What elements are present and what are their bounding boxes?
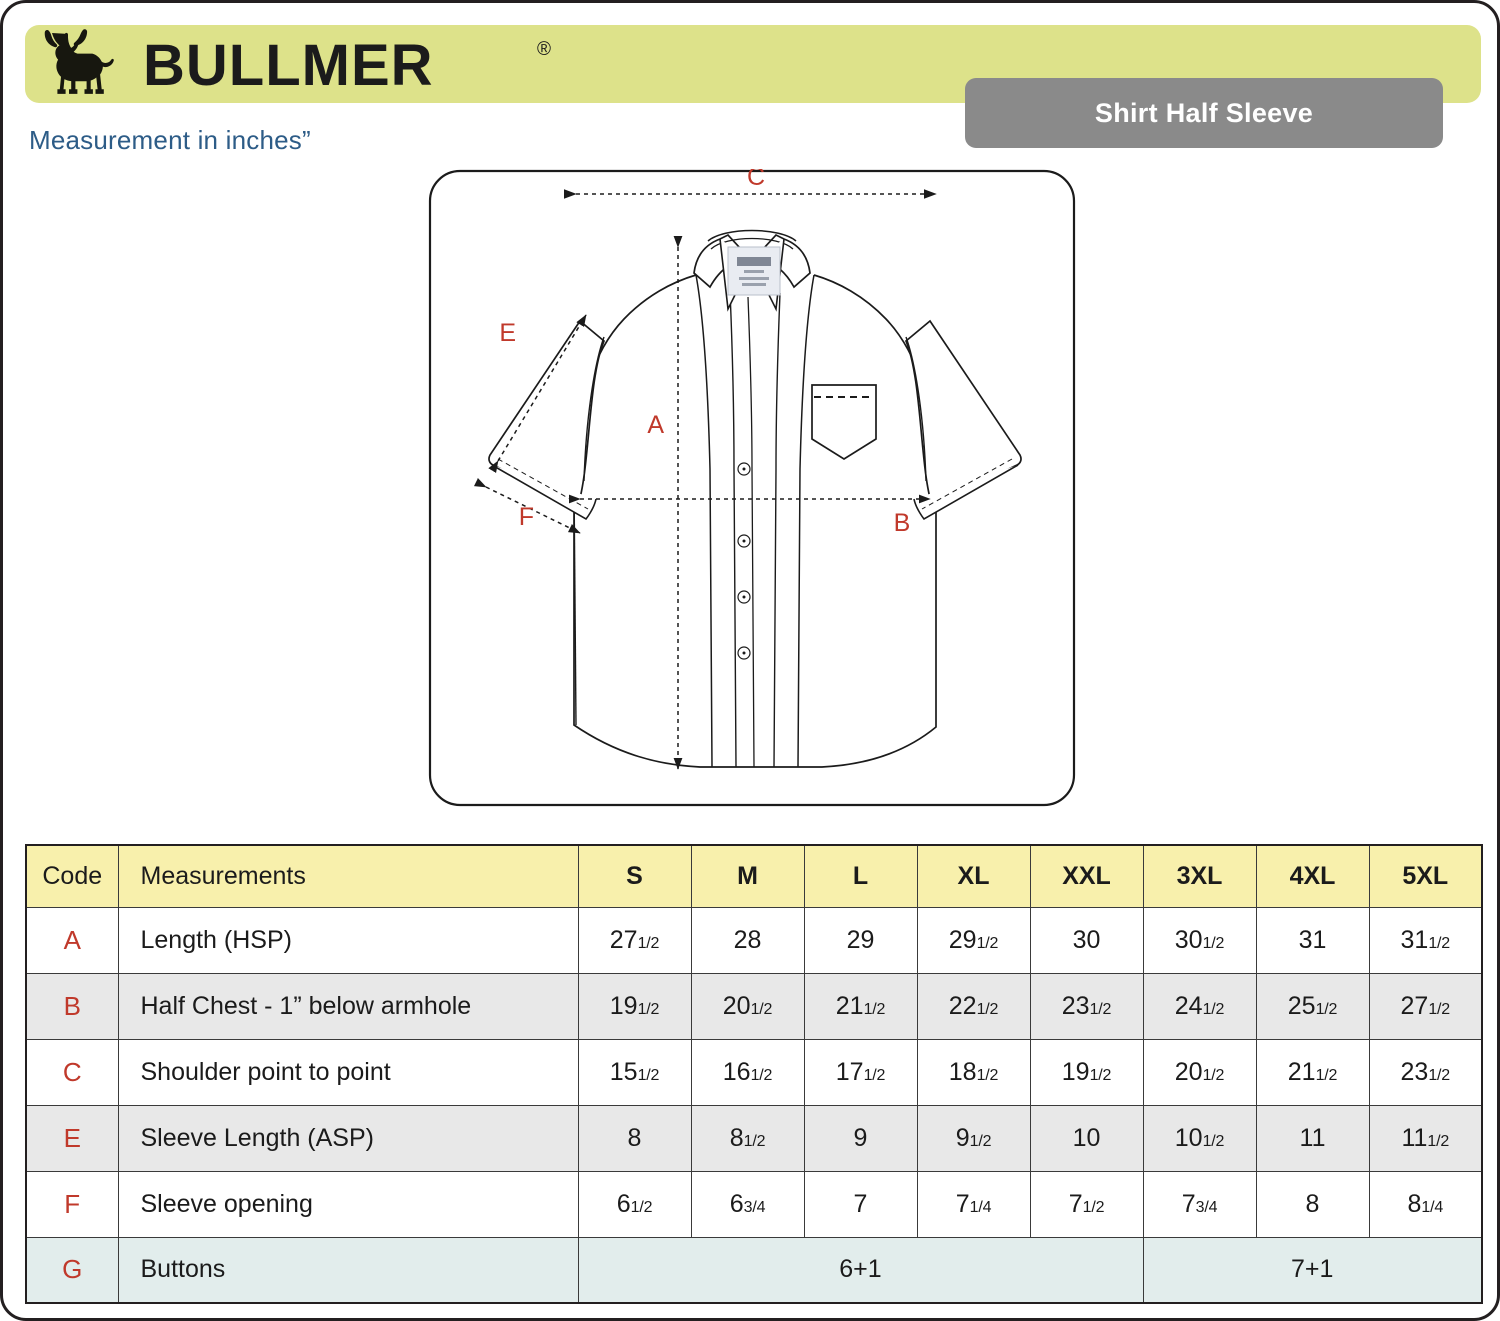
chest-pocket-icon bbox=[811, 384, 877, 461]
row-code-e: E bbox=[25, 1104, 119, 1172]
cell-a-xxl: 30 bbox=[1029, 906, 1144, 974]
header-measurements: Measurements bbox=[117, 844, 579, 908]
diagram-label-b: B bbox=[894, 509, 911, 537]
cell-f-s: 61/2 bbox=[577, 1170, 692, 1238]
cell-f-3xl: 73/4 bbox=[1142, 1170, 1257, 1238]
cell-f-xxl: 71/2 bbox=[1029, 1170, 1144, 1238]
table-row: B Half Chest - 1” below armhole 191/2 201/2… bbox=[25, 972, 1483, 1040]
cell-e-4xl: 11 bbox=[1255, 1104, 1370, 1172]
cell-e-xxl: 10 bbox=[1029, 1104, 1144, 1172]
table-row: A Length (HSP) 271/2 28 29 291/2 30 301/2 31 311/… bbox=[25, 906, 1483, 974]
cell-a-xl: 291/2 bbox=[916, 906, 1031, 974]
measure-line-f bbox=[473, 478, 581, 534]
bull-icon bbox=[39, 27, 117, 103]
cell-c-xl: 181/2 bbox=[916, 1038, 1031, 1106]
table-row-buttons: G Buttons 6+1 7+1 bbox=[25, 1236, 1483, 1304]
cell-c-3xl: 201/2 bbox=[1142, 1038, 1257, 1106]
row-measurement-label: Shoulder point to point bbox=[117, 1038, 579, 1106]
diagram-label-f: F bbox=[519, 503, 534, 531]
cell-b-3xl: 241/2 bbox=[1142, 972, 1257, 1040]
cell-c-l: 171/2 bbox=[803, 1038, 918, 1106]
cell-e-3xl: 101/2 bbox=[1142, 1104, 1257, 1172]
header-size-xl: XL bbox=[916, 844, 1031, 908]
cell-a-5xl: 311/2 bbox=[1368, 906, 1483, 974]
cell-b-m: 201/2 bbox=[690, 972, 805, 1040]
table-row: C Shoulder point to point 151/2 161/2 171/2 1… bbox=[25, 1038, 1483, 1106]
cell-g-span-2: 7+1 bbox=[1142, 1236, 1483, 1304]
brand-wordmark-text: BULLMER bbox=[143, 33, 434, 98]
brand-wordmark: BULLMER bbox=[143, 35, 434, 97]
page-title: Shirt Half Sleeve bbox=[1094, 97, 1314, 128]
row-measurement-label: Sleeve Length (ASP) bbox=[117, 1104, 579, 1172]
cell-f-4xl: 8 bbox=[1255, 1170, 1370, 1238]
header-size-m: M bbox=[690, 844, 805, 908]
cell-f-m: 63/4 bbox=[690, 1170, 805, 1238]
header-size-4xl: 4XL bbox=[1255, 844, 1370, 908]
row-code-a: A bbox=[25, 906, 119, 974]
row-measurement-label: Length (HSP) bbox=[117, 906, 579, 974]
cell-a-3xl: 301/2 bbox=[1142, 906, 1257, 974]
cell-e-l: 9 bbox=[803, 1104, 918, 1172]
cell-f-5xl: 81/4 bbox=[1368, 1170, 1483, 1238]
row-measurement-label: Buttons bbox=[117, 1236, 579, 1304]
diagram-label-e: E bbox=[499, 319, 516, 347]
cell-c-m: 161/2 bbox=[690, 1038, 805, 1106]
cell-b-5xl: 271/2 bbox=[1368, 972, 1483, 1040]
table-row: F Sleeve opening 61/2 63/4 7 71/4 71/2 73/4 8 81/… bbox=[25, 1170, 1483, 1238]
header-size-3xl: 3XL bbox=[1142, 844, 1257, 908]
row-measurement-label: Half Chest - 1” below armhole bbox=[117, 972, 579, 1040]
diagram-label-c: C bbox=[747, 169, 765, 191]
diagram-label-a: A bbox=[647, 411, 664, 439]
header-size-xxl: XXL bbox=[1029, 844, 1144, 908]
cell-a-s: 271/2 bbox=[577, 906, 692, 974]
cell-e-m: 81/2 bbox=[690, 1104, 805, 1172]
row-code-b: B bbox=[25, 972, 119, 1040]
cell-a-4xl: 31 bbox=[1255, 906, 1370, 974]
cell-g-span-1: 6+1 bbox=[577, 1236, 1144, 1304]
product-title-badge: Shirt Half Sleeve bbox=[965, 78, 1443, 148]
table-row: E Sleeve Length (ASP) 8 81/2 9 91/2 10 101/2 11 1… bbox=[25, 1104, 1483, 1172]
header-size-l: L bbox=[803, 844, 918, 908]
cell-c-xxl: 191/2 bbox=[1029, 1038, 1144, 1106]
cell-a-m: 28 bbox=[690, 906, 805, 974]
cell-f-l: 7 bbox=[803, 1170, 918, 1238]
cell-e-s: 8 bbox=[577, 1104, 692, 1172]
size-chart-table: Code Measurements S M L XL XXL 3XL 4XL 5… bbox=[25, 844, 1483, 1304]
cell-c-4xl: 211/2 bbox=[1255, 1038, 1370, 1106]
header-size-s: S bbox=[577, 844, 692, 908]
cell-c-5xl: 231/2 bbox=[1368, 1038, 1483, 1106]
table-header-row: Code Measurements S M L XL XXL 3XL 4XL 5… bbox=[25, 844, 1483, 908]
neck-label-icon bbox=[727, 246, 781, 296]
cell-b-xl: 221/2 bbox=[916, 972, 1031, 1040]
cell-e-5xl: 111/2 bbox=[1368, 1104, 1483, 1172]
cell-b-s: 191/2 bbox=[577, 972, 692, 1040]
row-code-g: G bbox=[25, 1236, 119, 1304]
registered-trademark-icon: ® bbox=[537, 39, 551, 60]
header-size-5xl: 5XL bbox=[1368, 844, 1483, 908]
cell-f-xl: 71/4 bbox=[916, 1170, 1031, 1238]
row-code-f: F bbox=[25, 1170, 119, 1238]
shirt-diagram: C A B E F bbox=[428, 169, 1076, 807]
cell-b-l: 211/2 bbox=[803, 972, 918, 1040]
row-code-c: C bbox=[25, 1038, 119, 1106]
measurement-unit-note: Measurement in inches” bbox=[29, 125, 311, 155]
header-code: Code bbox=[25, 844, 119, 908]
cell-b-xxl: 231/2 bbox=[1029, 972, 1144, 1040]
cell-e-xl: 91/2 bbox=[916, 1104, 1031, 1172]
cell-a-l: 29 bbox=[803, 906, 918, 974]
cell-b-4xl: 251/2 bbox=[1255, 972, 1370, 1040]
cell-c-s: 151/2 bbox=[577, 1038, 692, 1106]
row-measurement-label: Sleeve opening bbox=[117, 1170, 579, 1238]
